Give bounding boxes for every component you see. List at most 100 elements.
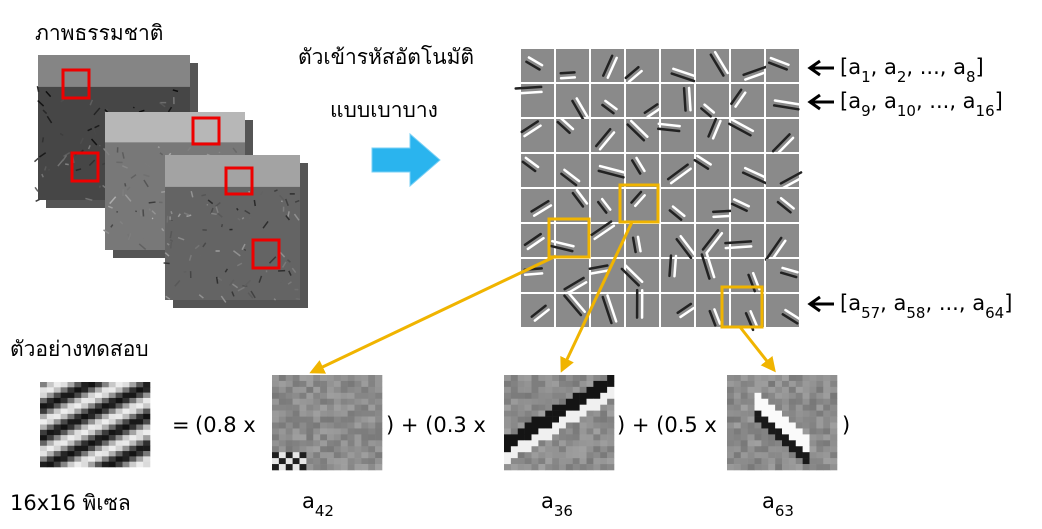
pixel bbox=[816, 393, 823, 399]
pixel bbox=[518, 434, 525, 440]
pixel bbox=[511, 464, 518, 470]
pixel bbox=[109, 419, 116, 425]
pixel bbox=[600, 434, 607, 440]
pixel bbox=[532, 387, 539, 393]
pixel bbox=[810, 393, 817, 399]
pixel bbox=[748, 446, 755, 452]
pixel bbox=[136, 419, 143, 425]
pixel bbox=[361, 375, 368, 381]
pixel bbox=[525, 434, 532, 440]
pixel bbox=[272, 440, 279, 446]
pixel bbox=[525, 411, 532, 417]
pixel bbox=[54, 446, 61, 452]
pixel bbox=[559, 417, 566, 423]
pixel bbox=[607, 428, 614, 434]
pixel bbox=[810, 446, 817, 452]
pixel bbox=[54, 398, 61, 404]
pixel bbox=[109, 451, 116, 457]
pixel bbox=[823, 446, 830, 452]
row-label: [a9, a10, ..., a16] bbox=[840, 89, 1003, 120]
pixel bbox=[293, 423, 300, 429]
pixel bbox=[566, 464, 573, 470]
pixel bbox=[306, 405, 313, 411]
pixel bbox=[61, 387, 68, 393]
pixel bbox=[293, 440, 300, 446]
pixel bbox=[600, 458, 607, 464]
pixel bbox=[525, 452, 532, 458]
pixel bbox=[782, 458, 789, 464]
pixel bbox=[68, 446, 75, 452]
pixel bbox=[552, 458, 559, 464]
diagram: ภาพธรรมชาติ ตัวเข้ารหัสอัตโนมัติ แบบเบาบ… bbox=[0, 0, 1042, 529]
pixel bbox=[803, 428, 810, 434]
pixel bbox=[810, 411, 817, 417]
pixel bbox=[136, 393, 143, 399]
pixel bbox=[95, 387, 102, 393]
pixel bbox=[136, 425, 143, 431]
pixel bbox=[538, 434, 545, 440]
pixel bbox=[286, 428, 293, 434]
pixel bbox=[593, 423, 600, 429]
pixel bbox=[559, 458, 566, 464]
pixel bbox=[518, 417, 525, 423]
pixel bbox=[566, 423, 573, 429]
pixel bbox=[47, 451, 54, 457]
pixel bbox=[361, 446, 368, 452]
pixel bbox=[587, 428, 594, 434]
pixel bbox=[545, 399, 552, 405]
subscript: 64 bbox=[985, 304, 1004, 322]
pixel bbox=[734, 375, 741, 381]
pixel bbox=[123, 403, 130, 409]
pixel bbox=[95, 451, 102, 457]
pixel bbox=[525, 440, 532, 446]
pixel bbox=[327, 405, 334, 411]
pixel bbox=[102, 382, 109, 388]
coefficient: ) + (0.3 x bbox=[386, 413, 486, 437]
pixel bbox=[361, 417, 368, 423]
pixel bbox=[74, 382, 81, 388]
pixel bbox=[40, 387, 47, 393]
photo-texture bbox=[242, 218, 243, 220]
pixel bbox=[116, 446, 123, 452]
pixel bbox=[327, 458, 334, 464]
pixel bbox=[348, 417, 355, 423]
pixel bbox=[796, 428, 803, 434]
pixel bbox=[61, 398, 68, 404]
pixel bbox=[761, 381, 768, 387]
photo-sky bbox=[165, 155, 300, 187]
pixel bbox=[279, 423, 286, 429]
photo-texture bbox=[282, 201, 283, 202]
pixel bbox=[593, 411, 600, 417]
pixel bbox=[355, 417, 362, 423]
pixel bbox=[375, 393, 382, 399]
pixel bbox=[306, 393, 313, 399]
pixel bbox=[375, 399, 382, 405]
pixel bbox=[368, 375, 375, 381]
pixel bbox=[272, 423, 279, 429]
pixel bbox=[587, 399, 594, 405]
pixel bbox=[803, 393, 810, 399]
pixel bbox=[88, 414, 95, 420]
pixel bbox=[116, 462, 123, 468]
pixel bbox=[361, 393, 368, 399]
pixel bbox=[823, 381, 830, 387]
pixel bbox=[129, 430, 136, 436]
pixel bbox=[54, 451, 61, 457]
pixel bbox=[816, 405, 823, 411]
pixel bbox=[136, 403, 143, 409]
pixel bbox=[341, 452, 348, 458]
pixel bbox=[327, 411, 334, 417]
pixel bbox=[741, 375, 748, 381]
pixel bbox=[123, 430, 130, 436]
pixel bbox=[552, 411, 559, 417]
pixel bbox=[334, 405, 341, 411]
pixel bbox=[755, 411, 762, 417]
pixel bbox=[375, 446, 382, 452]
pixel bbox=[40, 403, 47, 409]
pixel bbox=[552, 417, 559, 423]
pixel bbox=[361, 434, 368, 440]
basis-patch bbox=[696, 294, 729, 327]
pixel bbox=[559, 440, 566, 446]
pixel bbox=[327, 393, 334, 399]
pixel bbox=[748, 452, 755, 458]
